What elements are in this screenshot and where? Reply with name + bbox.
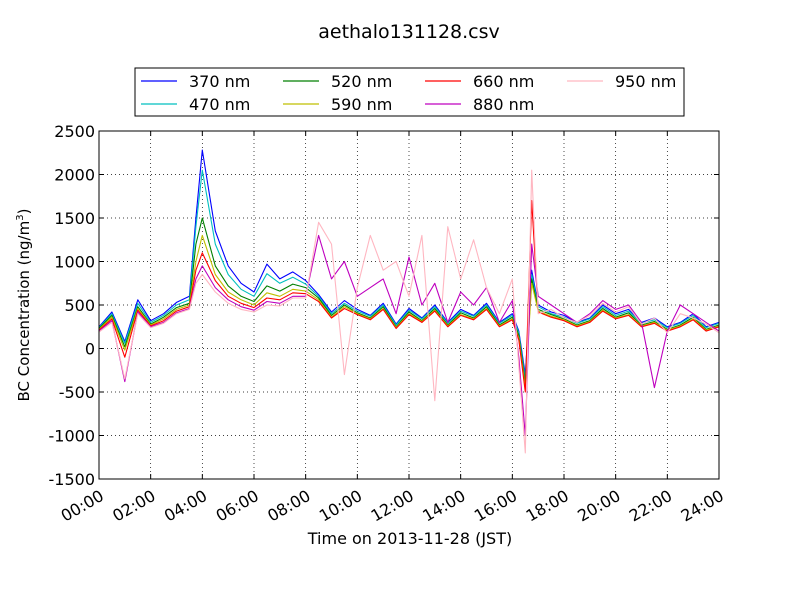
y-tick-label: -1500: [49, 470, 96, 489]
x-tick-label: 10:00: [316, 486, 365, 526]
series-line-950-nm: [98, 169, 720, 454]
series-line-470-nm: [98, 169, 720, 380]
legend-label: 660 nm: [473, 72, 534, 91]
x-tick-label: 18:00: [523, 486, 572, 526]
legend-label: 520 nm: [331, 72, 392, 91]
legend-label: 880 nm: [473, 95, 534, 114]
legend-item: 370 nm: [141, 72, 250, 91]
y-tick-label: 500: [64, 296, 95, 315]
y-axis-label-main: BC Concentration (ng/m: [15, 221, 33, 402]
legend-frame: [134, 67, 685, 117]
y-axis-label-sup: 3: [15, 214, 26, 220]
x-tick-label: 08:00: [264, 486, 313, 526]
series-line-590-nm: [98, 234, 720, 389]
grid: [99, 131, 719, 479]
legend-label: 950 nm: [615, 72, 676, 91]
y-tick-label: 2000: [54, 166, 95, 185]
series-line-370-nm: [98, 149, 720, 376]
y-axis-label: BC Concentration (ng/m3): [15, 209, 33, 402]
x-tick-label: 24:00: [678, 486, 727, 526]
y-tick-label: 1500: [54, 209, 95, 228]
legend-item: 880 nm: [425, 95, 534, 114]
x-tick-label: 04:00: [161, 486, 210, 526]
legend-label: 590 nm: [331, 95, 392, 114]
legend-label: 370 nm: [189, 72, 250, 91]
x-tick-label: 22:00: [626, 486, 675, 526]
legend-item: 470 nm: [141, 95, 250, 114]
x-tick-label: 06:00: [213, 486, 262, 526]
legend-item: 660 nm: [425, 72, 534, 91]
series-line-660-nm: [98, 200, 720, 393]
chart-title: aethalo131128.csv: [318, 21, 500, 43]
y-tick-label: 0: [85, 340, 95, 359]
series-line-880-nm: [98, 234, 720, 437]
legend-item: 950 nm: [567, 72, 676, 91]
y-tick-label: 1000: [54, 253, 95, 272]
ticks: [98, 130, 720, 480]
x-tick-label: 12:00: [368, 486, 417, 526]
x-axis-label: Time on 2013-11-28 (JST): [307, 529, 512, 548]
legend-item: 520 nm: [283, 72, 392, 91]
y-tick-label: -500: [59, 383, 95, 402]
x-tick-label: 00:00: [58, 486, 107, 526]
legend-item: 590 nm: [283, 95, 392, 114]
legend-label: 470 nm: [189, 95, 250, 114]
x-tick-label: 14:00: [419, 486, 468, 526]
y-tick-label: -1000: [49, 427, 96, 446]
series-layer: [98, 149, 720, 454]
y-tick-labels: -1500 -1000 -500 0 500 1000 1500 2000 2500: [49, 122, 96, 489]
x-tick-label: 20:00: [574, 486, 623, 526]
y-axis-label-close: ): [15, 209, 33, 215]
x-tick-label: 16:00: [471, 486, 520, 526]
x-tick-labels: 00:00 02:00 04:00 06:00 08:00 10:00 12:00 14:00…: [58, 486, 727, 526]
legend: 370 nm 470 nm 520 nm 590 nm 660 nm 880 nm 950 …: [134, 67, 685, 117]
series-line-520-nm: [98, 217, 720, 384]
y-tick-label: 2500: [54, 122, 95, 141]
x-tick-label: 02:00: [109, 486, 158, 526]
